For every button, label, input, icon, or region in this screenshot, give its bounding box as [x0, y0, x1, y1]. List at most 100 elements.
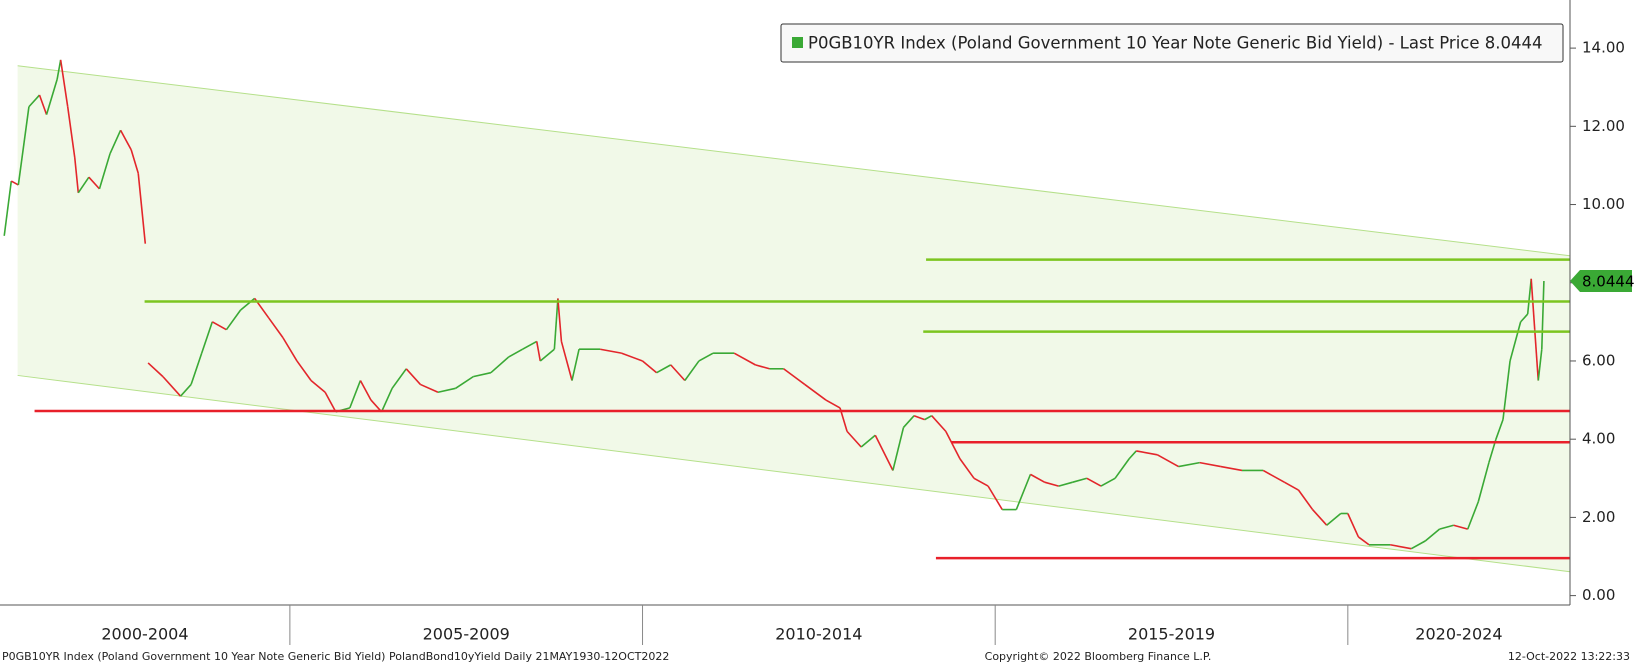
price-segment: [1100, 477, 1116, 487]
x-period-label: 2000-2004: [101, 625, 188, 644]
price-segment: [522, 340, 538, 350]
y-tick-label: 4.00: [1582, 430, 1615, 448]
price-segment: [1220, 465, 1243, 472]
price-segment: [1326, 512, 1342, 526]
price-segment: [860, 434, 876, 448]
price-segment: [38, 94, 48, 115]
price-segment: [959, 458, 975, 479]
x-period-label: 2020-2024: [1415, 625, 1502, 644]
price-segment: [1199, 461, 1222, 468]
legend-text: P0GB10YR Index (Poland Government 10 Yea…: [808, 34, 1543, 53]
price-segment: [1533, 329, 1540, 381]
price-segment: [391, 368, 407, 389]
price-segment: [1410, 540, 1426, 550]
price-segment: [405, 368, 421, 385]
price-segment: [945, 430, 961, 460]
price-segment: [296, 360, 312, 381]
x-period-label: 2010-2014: [775, 625, 862, 644]
price-segment: [1509, 321, 1522, 362]
price-segment: [698, 352, 714, 362]
price-segment: [913, 414, 925, 421]
price-segment: [3, 180, 13, 236]
price-segment: [1072, 477, 1088, 483]
price-segment: [77, 176, 90, 194]
legend-swatch: [792, 37, 803, 48]
price-segment: [28, 94, 41, 108]
channel-line: [17, 374, 1571, 573]
price-segment: [225, 309, 242, 331]
price-segment: [553, 298, 559, 350]
last-price-tag: [1570, 270, 1632, 293]
price-segment: [804, 383, 827, 401]
price-segment: [508, 348, 524, 358]
price-segment: [380, 388, 393, 413]
price-segment: [88, 176, 101, 190]
price-segment: [73, 157, 80, 193]
price-segment: [670, 364, 686, 382]
price-segment: [1495, 419, 1504, 440]
price-segment: [473, 371, 492, 378]
price-segment: [1424, 528, 1441, 542]
price-segment: [535, 341, 542, 362]
price-segment: [1540, 280, 1545, 350]
price-segment: [902, 415, 915, 428]
price-segment: [1347, 513, 1360, 538]
price-segment: [1526, 278, 1533, 315]
x-period-label: 2015-2019: [1128, 625, 1215, 644]
price-segment: [282, 337, 298, 362]
price-segment: [1136, 450, 1158, 456]
price-segment: [846, 430, 862, 448]
price-segment: [621, 352, 643, 362]
y-tick-label: 10.00: [1582, 195, 1625, 213]
price-segment: [733, 352, 756, 366]
price-segment: [190, 352, 203, 385]
price-segment: [420, 383, 439, 393]
price-segment: [1530, 278, 1536, 330]
price-segment: [560, 341, 573, 381]
y-tick-label: 2.00: [1582, 508, 1615, 526]
price-segment: [1262, 469, 1285, 483]
price-segment: [109, 129, 122, 155]
price-segment: [1128, 450, 1137, 460]
price-segment: [179, 383, 192, 397]
price-segment: [1058, 481, 1073, 487]
price-segment: [324, 391, 337, 413]
price-segment: [66, 106, 76, 158]
price-segment: [1015, 474, 1032, 510]
trend-channel: [17, 65, 1570, 572]
price-segment: [17, 106, 30, 186]
price-segment: [1297, 489, 1314, 511]
price-segment: [437, 387, 456, 394]
y-tick-label: 6.00: [1582, 351, 1615, 369]
price-segment: [1114, 458, 1130, 479]
y-tick-label: 12.00: [1582, 117, 1625, 135]
price-segment: [56, 59, 62, 80]
y-tick-label: 0.00: [1582, 586, 1615, 604]
price-segment: [1178, 461, 1200, 468]
price-segment: [874, 434, 894, 471]
x-period-label: 2005-2009: [423, 625, 510, 644]
price-segment: [557, 298, 563, 342]
price-segment: [1390, 543, 1412, 550]
price-segment: [1439, 524, 1454, 530]
footer-right: 12-Oct-2022 13:22:33: [1508, 650, 1630, 663]
price-segment: [1357, 536, 1370, 546]
price-segment: [45, 79, 58, 115]
price-segment: [211, 321, 227, 331]
price-segment: [1030, 473, 1045, 483]
price-segment: [1086, 477, 1102, 487]
price-segment: [1466, 501, 1480, 530]
price-segment: [1157, 454, 1179, 468]
legend: P0GB10YR Index (Poland Government 10 Yea…: [780, 23, 1564, 63]
price-segment: [783, 368, 806, 386]
price-segment: [1477, 462, 1490, 502]
footer-center: Copyright© 2022 Bloomberg Finance L.P.: [985, 650, 1212, 663]
price-segment: [455, 375, 474, 390]
price-segment: [147, 362, 164, 378]
footer-left: P0GB10YR Index (Poland Government 10 Yea…: [2, 650, 669, 663]
price-segment: [59, 59, 69, 107]
last-price-label: 8.0444: [1582, 273, 1634, 291]
price-segment: [200, 321, 214, 354]
price-segment: [162, 376, 182, 397]
